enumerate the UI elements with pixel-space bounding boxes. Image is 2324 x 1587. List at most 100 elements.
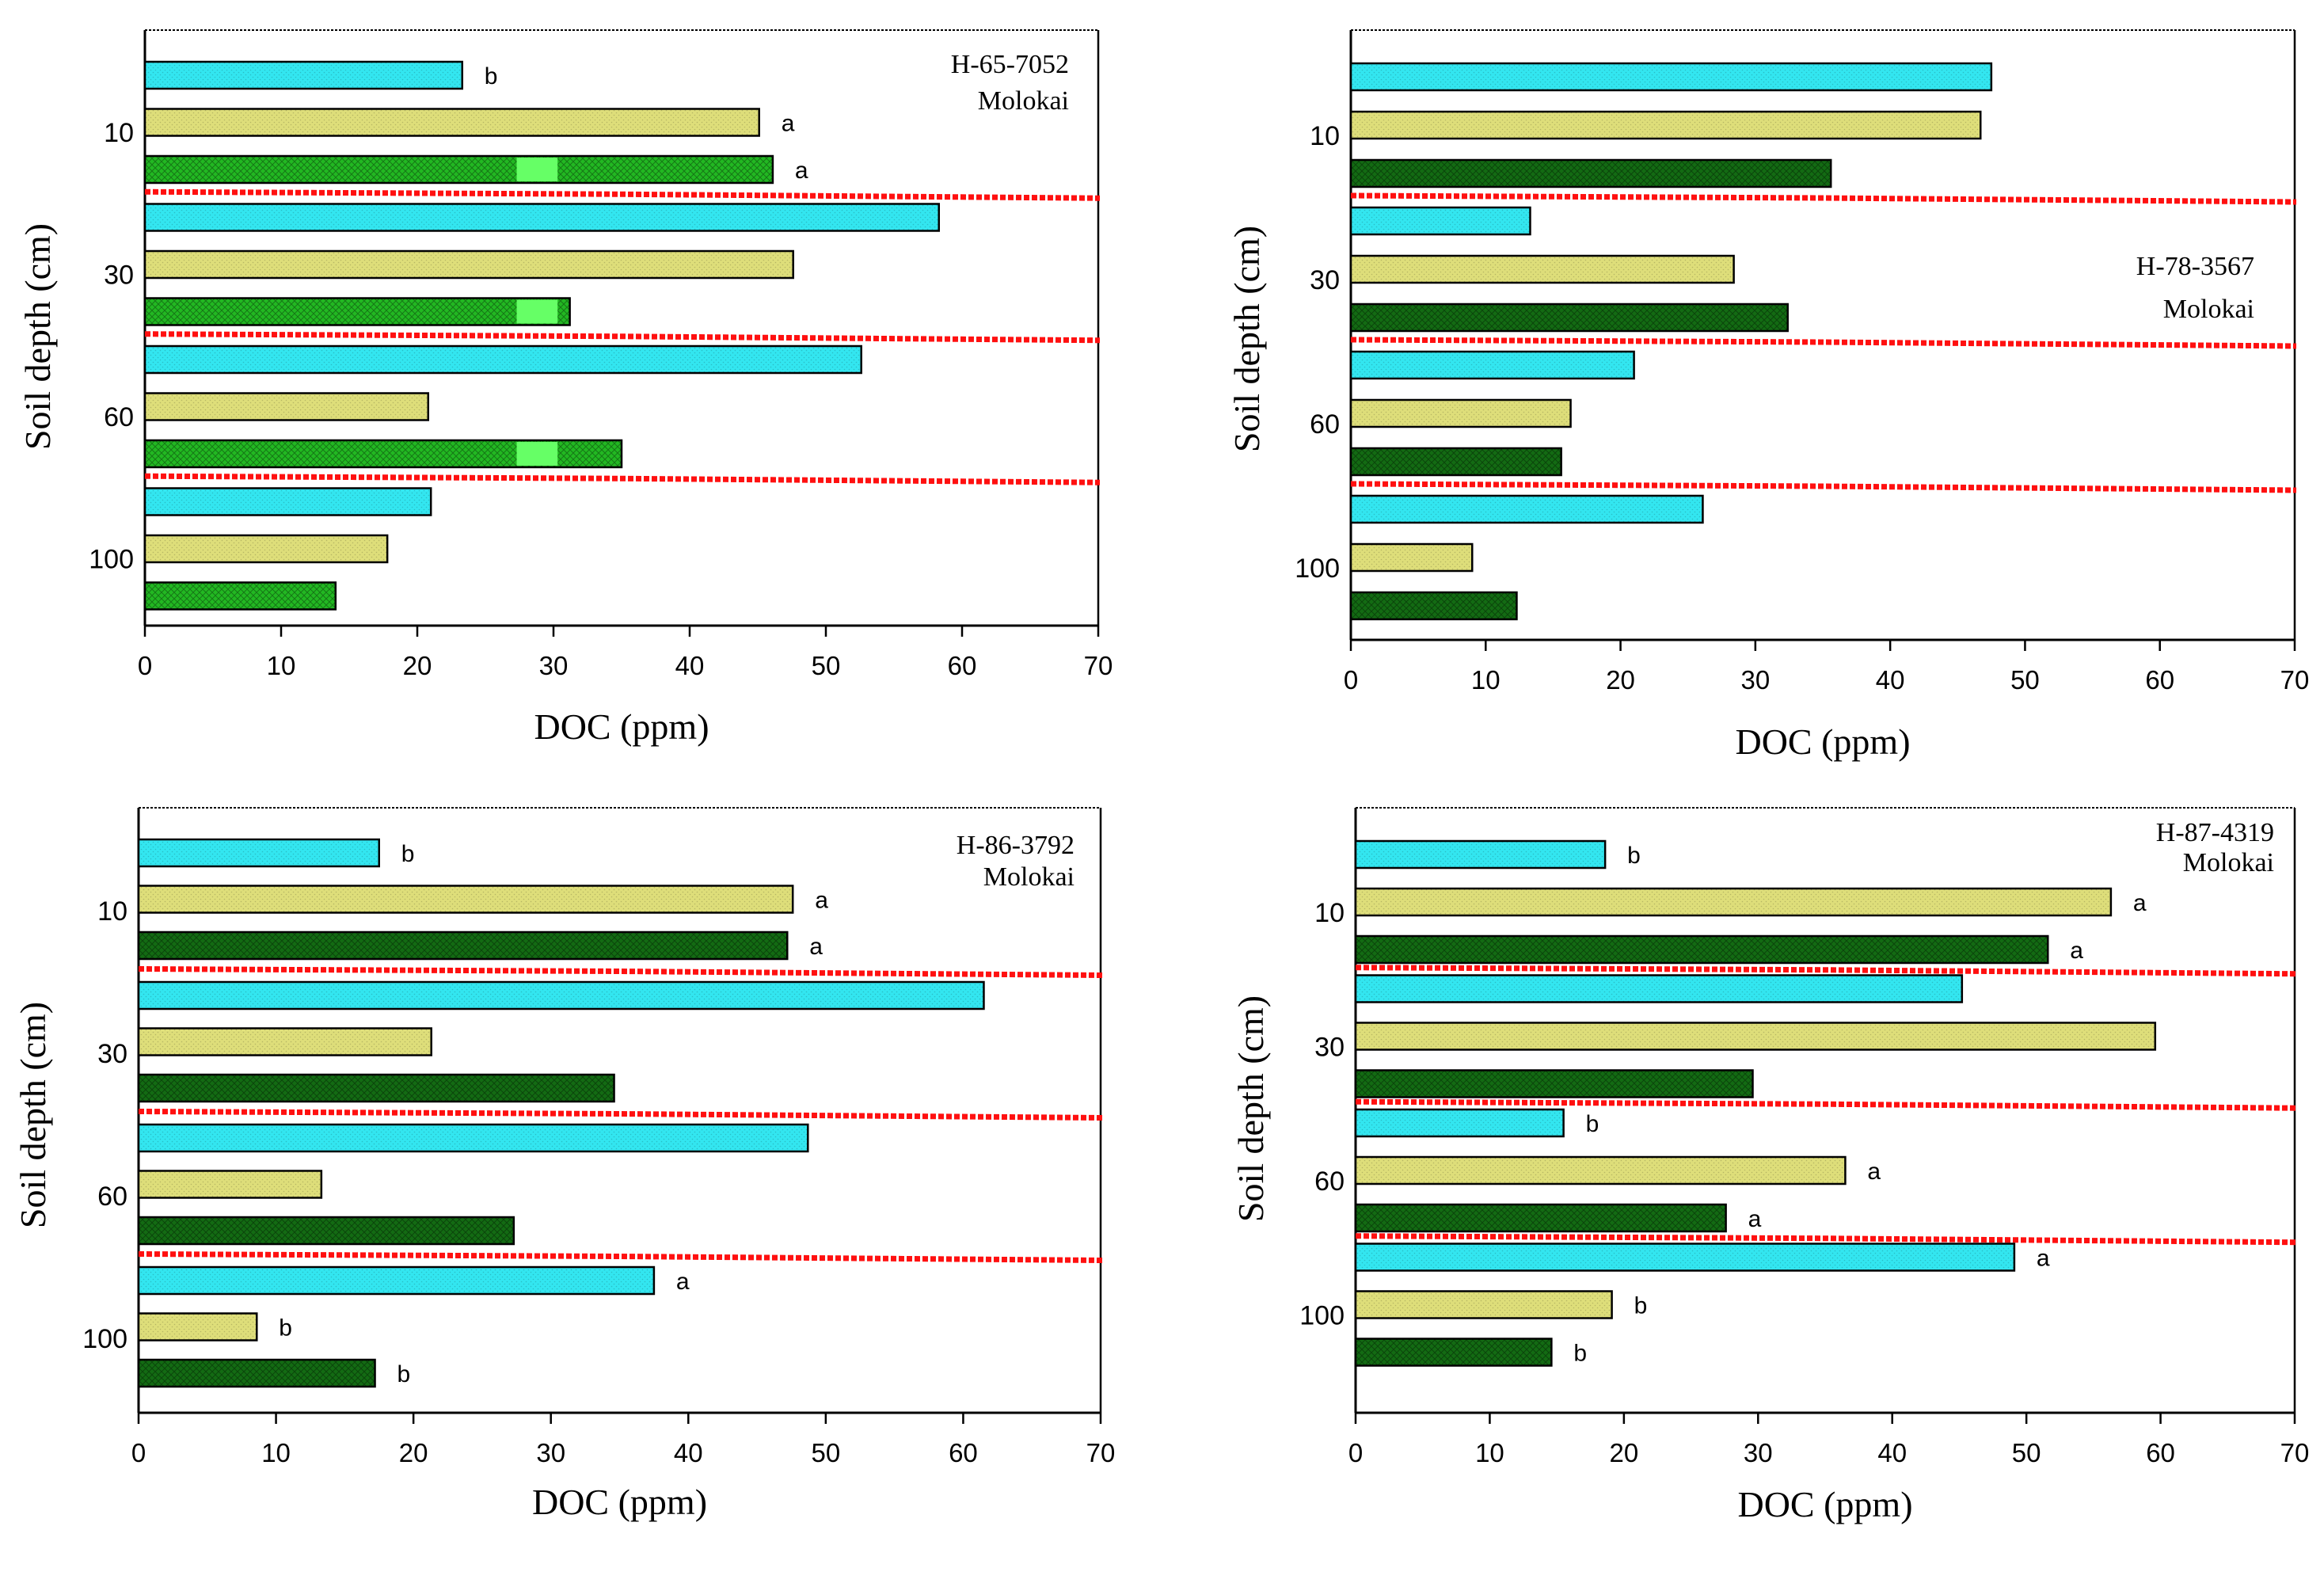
bar-texture [145, 108, 759, 136]
bar-texture [1356, 841, 1606, 868]
significance-letter: a [2037, 1246, 2050, 1272]
bar-texture [1356, 889, 2111, 915]
x-tick-label: 70 [1084, 651, 1113, 680]
bar-texture [1351, 207, 1531, 234]
bar-texture [139, 1028, 432, 1056]
x-tick-label: 10 [267, 651, 296, 680]
bar-texture [139, 1170, 321, 1198]
depth-separator-line [138, 1251, 1103, 1263]
depth-separator-line [1355, 965, 2297, 977]
x-tick-label: 60 [2145, 665, 2174, 695]
significance-letter: b [1586, 1111, 1599, 1137]
bar-texture [1351, 160, 1831, 187]
bar-texture [139, 839, 379, 866]
panel-subtitle: Molokai [983, 862, 1075, 892]
significance-letter: a [2070, 938, 2083, 964]
x-tick-label: 30 [536, 1438, 565, 1467]
significance-letter: b [1627, 843, 1641, 869]
significance-letter: a [795, 158, 808, 184]
bar-texture [1356, 1243, 2014, 1271]
panel-title: H-87-4319 [2156, 818, 2274, 847]
significance-letter: a [782, 111, 795, 137]
x-axis-label: DOC (ppm) [532, 1482, 707, 1522]
bar-texture [1351, 400, 1571, 427]
panel-subtitle: Molokai [2163, 295, 2254, 324]
panel-subtitle: Molokai [2183, 848, 2274, 877]
x-tick-label: 60 [2146, 1438, 2175, 1467]
y-tick-label-depth: 30 [1314, 1033, 1345, 1063]
bar-texture [1356, 1205, 1726, 1231]
bar-texture [1351, 592, 1517, 619]
significance-letter: b [485, 63, 498, 89]
y-axis-label: Soil depth (cm) [1227, 226, 1267, 452]
x-tick-label: 0 [1348, 1438, 1363, 1467]
depth-separator-line [138, 1109, 1103, 1121]
y-tick-label-depth: 30 [1310, 265, 1340, 295]
bar-texture [1356, 1070, 1753, 1098]
y-axis-label: Soil depth (cm) [17, 223, 58, 450]
depth-separator-line [138, 966, 1103, 978]
bar-texture [1351, 256, 1734, 283]
bar-texture [1351, 63, 1991, 90]
x-tick-label: 10 [261, 1438, 291, 1467]
x-tick-label: 40 [674, 1438, 703, 1467]
bar-texture [139, 885, 793, 913]
x-tick-label: 50 [2010, 665, 2040, 695]
bar-texture [145, 156, 773, 183]
depth-separator-line [1355, 1098, 2297, 1111]
y-tick-label-depth: 100 [1295, 554, 1340, 584]
bar-texture [139, 1360, 375, 1387]
y-tick-label-depth: 100 [1299, 1301, 1345, 1331]
x-tick-label: 20 [1606, 665, 1635, 695]
chart-panel-top-right: 0 10 20 30 40 50 60 70 DOC (ppm) Soil depth (cm) H… [1227, 29, 2310, 762]
x-tick-label: 10 [1475, 1438, 1504, 1467]
bar-highlight-segment [516, 299, 558, 324]
bar-highlight-segment [516, 442, 558, 466]
x-tick-label: 70 [2280, 665, 2310, 695]
y-tick-label-depth: 60 [97, 1182, 127, 1212]
x-tick-label: 60 [948, 651, 977, 680]
bar-texture [1356, 1291, 1612, 1319]
significance-letter: b [1634, 1293, 1648, 1319]
chart-panel-bottom-left: 0 10 20 30 40 50 60 70 DOC (ppm) Soil depth (cm) H… [13, 807, 1115, 1522]
bar-texture [1356, 1157, 1846, 1184]
bar-texture [1356, 936, 2048, 963]
depth-separator-line [144, 331, 1101, 344]
y-axis-label: Soil depth (cm) [13, 1002, 53, 1228]
panel-title: H-86-3792 [957, 831, 1075, 860]
x-axis-label: DOC (ppm) [1737, 1484, 1912, 1524]
x-tick-label: 30 [1740, 665, 1770, 695]
depth-separator-line [144, 188, 1101, 201]
y-tick-label-depth: 100 [82, 1324, 127, 1354]
depth-separator-line [1350, 337, 2297, 349]
bar-texture [1356, 975, 1962, 1003]
bar-texture [1356, 1022, 2155, 1050]
bar-texture [1351, 304, 1788, 331]
y-tick-label-depth: 30 [97, 1039, 127, 1069]
significance-letter: b [1573, 1341, 1587, 1367]
bar-texture [139, 1313, 257, 1341]
x-tick-label: 70 [2280, 1438, 2310, 1467]
x-tick-label: 20 [399, 1438, 428, 1467]
panel-title: H-65-7052 [951, 50, 1069, 79]
bar-texture [145, 346, 862, 373]
x-tick-label: 40 [1876, 665, 1905, 695]
x-tick-label: 0 [131, 1438, 146, 1467]
x-tick-label: 10 [1471, 665, 1501, 695]
bar-texture [145, 251, 793, 278]
x-tick-label: 30 [539, 651, 569, 680]
x-tick-label: 20 [1609, 1438, 1638, 1467]
depth-separator-line [144, 473, 1101, 485]
x-tick-label: 0 [1344, 665, 1358, 695]
bar-texture [1356, 1338, 1552, 1366]
x-tick-label: 20 [403, 651, 432, 680]
y-tick-label-depth: 30 [104, 261, 134, 291]
significance-letter: b [397, 1361, 411, 1387]
significance-letter: b [279, 1315, 292, 1342]
y-tick-label-depth: 60 [1310, 409, 1340, 440]
depth-separator-line [1350, 481, 2297, 493]
significance-letter: a [676, 1269, 690, 1295]
significance-letter: a [1748, 1206, 1762, 1232]
depth-separator-line [1355, 1233, 2297, 1246]
